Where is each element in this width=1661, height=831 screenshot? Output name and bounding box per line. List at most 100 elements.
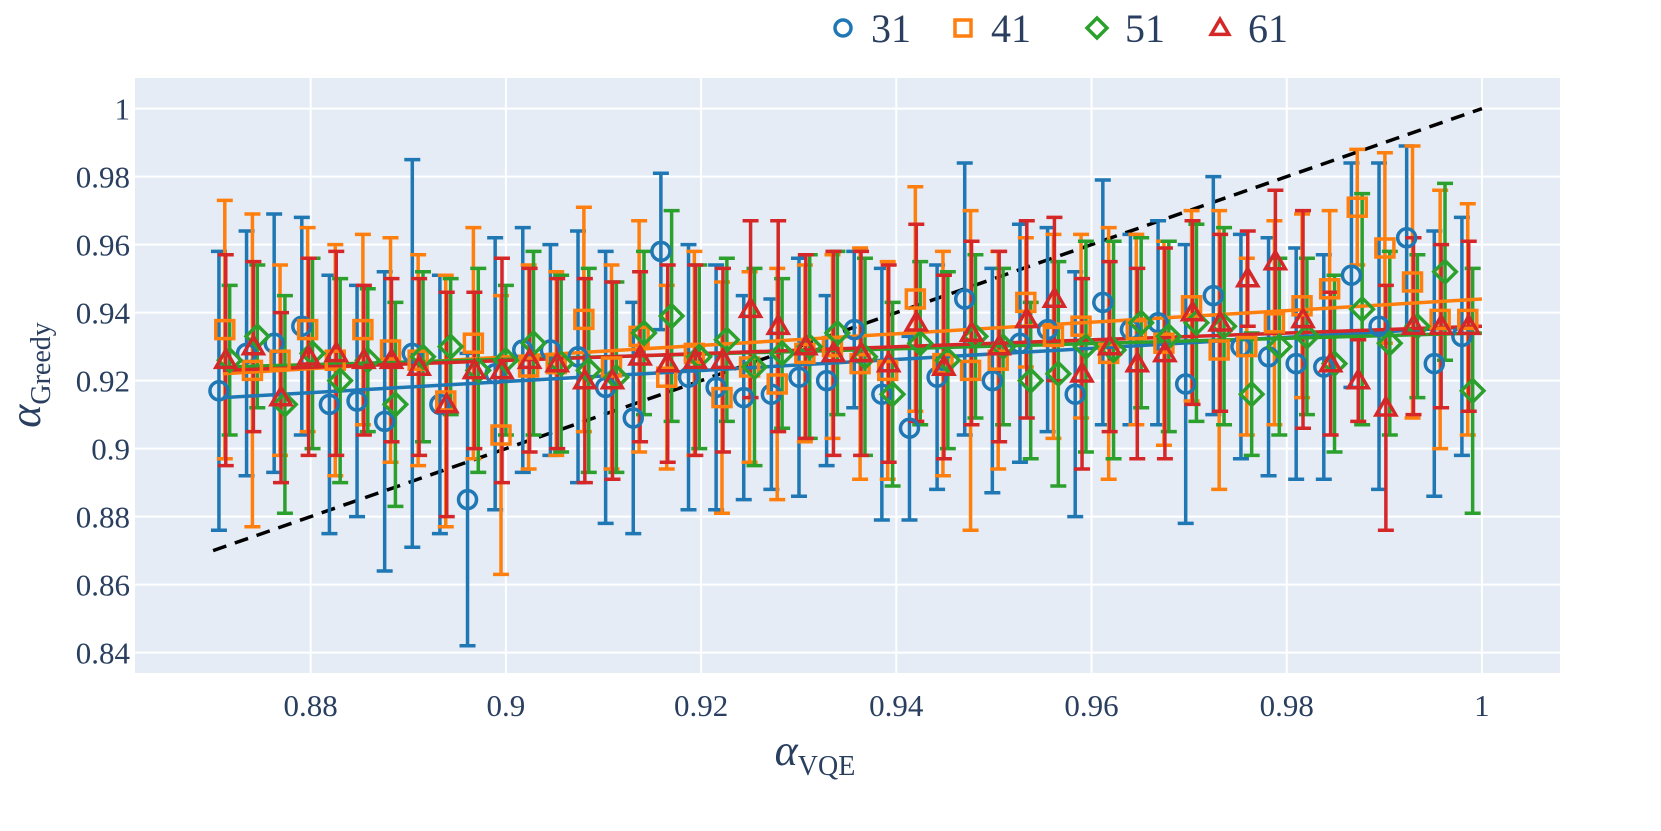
point-61 [765, 312, 792, 336]
point-31 [318, 393, 341, 416]
point-41 [766, 373, 788, 395]
x-tick-label: 1 [1474, 688, 1490, 723]
point-41 [214, 318, 236, 341]
point-31 [208, 380, 230, 402]
point-31 [456, 488, 479, 511]
point-31 [1423, 352, 1446, 375]
point-61 [654, 350, 681, 373]
point-51 [409, 343, 437, 371]
y-tick-labels: 0.84 0.86 0.88 0.9 0.92 0.94 0.96 0.98 1 [76, 92, 131, 671]
point-31 [953, 288, 976, 310]
y-tick-label: 0.92 [76, 364, 130, 399]
point-41 [711, 386, 733, 409]
y-tick-label: 0.98 [76, 160, 130, 195]
point-61 [1428, 312, 1455, 336]
point-31 [567, 346, 589, 368]
point-51 [1293, 322, 1321, 351]
point-41 [600, 356, 623, 378]
point-41 [462, 332, 485, 354]
point-41 [490, 424, 512, 446]
point-61 [268, 384, 294, 407]
point-31 [539, 339, 562, 361]
point-61 [848, 340, 875, 363]
point-61 [1345, 367, 1372, 390]
y-axis-title: αGreedy [1, 322, 57, 428]
point-41 [379, 339, 402, 361]
point-51 [630, 319, 658, 347]
x-tick-label: 0.9 [487, 688, 526, 723]
point-61 [323, 340, 350, 363]
point-31 [401, 342, 424, 365]
point-61 [461, 357, 488, 380]
point-51 [1348, 295, 1376, 323]
point-31 [650, 240, 672, 263]
legend-marker-31 [833, 18, 853, 38]
point-51 [1458, 377, 1487, 405]
point-51 [1431, 258, 1459, 286]
point-41 [1374, 237, 1396, 259]
point-61 [627, 343, 654, 366]
point-61 [1317, 350, 1344, 373]
point-61 [1069, 360, 1095, 383]
point-41 [655, 366, 678, 388]
point-61 [792, 333, 819, 356]
data-points [208, 196, 1487, 511]
point-41 [352, 318, 374, 341]
point-31 [346, 390, 368, 412]
point-41 [1263, 312, 1286, 334]
legend-marker-61 [1208, 15, 1232, 37]
point-31 [1092, 291, 1114, 314]
point-31 [291, 315, 313, 337]
point-61 [930, 353, 957, 376]
legend-label-61: 61 [1248, 6, 1288, 51]
legend-label-31: 31 [871, 6, 911, 51]
point-61 [350, 346, 377, 370]
point-41 [1429, 308, 1451, 331]
point-51 [1237, 380, 1266, 408]
point-61 [1013, 306, 1040, 329]
point-31 [1036, 318, 1059, 341]
point-31 [429, 393, 451, 416]
point-61 [489, 357, 515, 380]
point-41 [573, 308, 595, 331]
point-41 [1208, 339, 1230, 361]
point-51 [243, 322, 272, 351]
point-61 [1151, 340, 1178, 363]
point-61 [710, 346, 736, 370]
point-61 [212, 346, 239, 370]
point-51 [657, 302, 686, 330]
fit-line-61 [222, 324, 1482, 373]
point-61 [1400, 312, 1427, 336]
y-tick-label: 0.96 [76, 228, 130, 263]
point-51 [713, 326, 741, 354]
y-tick-label: 0.84 [76, 636, 131, 671]
point-61 [1124, 350, 1151, 373]
point-31 [1285, 352, 1307, 375]
point-31 [871, 383, 893, 405]
point-61 [516, 346, 543, 370]
point-31 [622, 407, 645, 429]
point-61 [433, 391, 460, 414]
point-51 [1016, 366, 1045, 395]
point-31 [1174, 373, 1197, 395]
point-31 [1147, 312, 1169, 334]
point-61 [406, 353, 433, 376]
point-61 [1041, 285, 1068, 308]
point-41 [1236, 335, 1258, 358]
point-41 [241, 359, 264, 382]
point-61 [1207, 309, 1234, 332]
y-tick-label: 1 [115, 92, 131, 127]
point-51 [878, 380, 907, 408]
x-tick-labels: 0.88 0.9 0.92 0.94 0.96 0.98 1 [284, 688, 1490, 723]
point-51 [823, 319, 852, 347]
point-51 [740, 353, 769, 381]
point-51 [1265, 332, 1294, 361]
point-51 [1127, 309, 1155, 337]
point-41 [1070, 315, 1092, 337]
x-tick-label: 0.96 [1064, 688, 1118, 723]
point-51 [934, 346, 962, 374]
point-51 [768, 339, 796, 368]
y-tick-label: 0.94 [76, 296, 131, 331]
point-61 [682, 346, 709, 370]
point-41 [1346, 196, 1369, 218]
